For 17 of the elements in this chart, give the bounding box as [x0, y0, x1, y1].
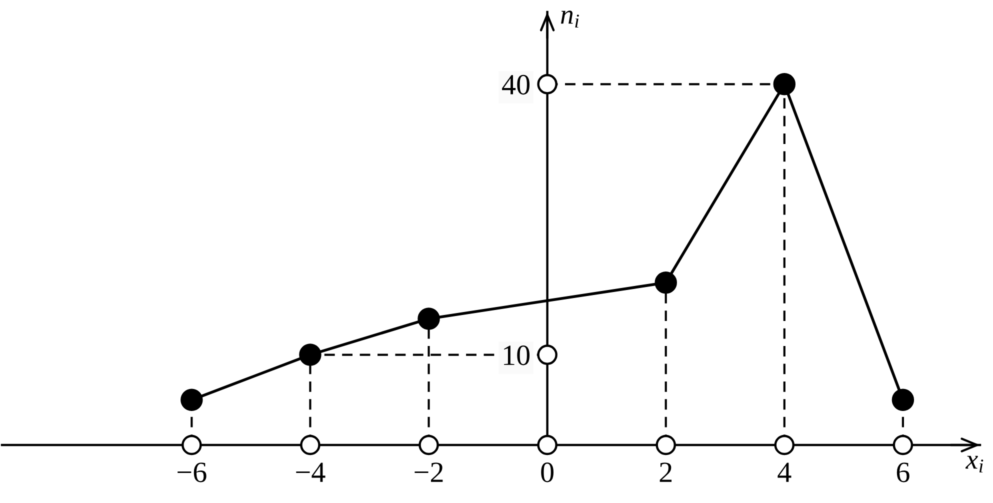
x-tick-label: 6 — [896, 462, 910, 482]
point — [418, 308, 440, 330]
y-axis-title: n$_{i}$ — [561, 10, 579, 28]
point — [773, 73, 796, 96]
point — [654, 272, 677, 294]
x-tick-label: −6 — [178, 462, 206, 482]
point — [180, 388, 203, 412]
x-axis-title: x$_{i}$ — [965, 456, 984, 472]
point — [299, 344, 322, 366]
y-tick-label: 40 — [502, 74, 530, 95]
x-tick-label: 2 — [660, 462, 672, 482]
y-tick-label: 10 — [504, 346, 530, 366]
x-tick-label: −2 — [414, 462, 443, 482]
point — [892, 388, 914, 412]
x-tick-label: −4 — [296, 462, 326, 482]
x-tick-label: 0 — [541, 462, 554, 482]
x-tick-label: 4 — [778, 462, 792, 482]
